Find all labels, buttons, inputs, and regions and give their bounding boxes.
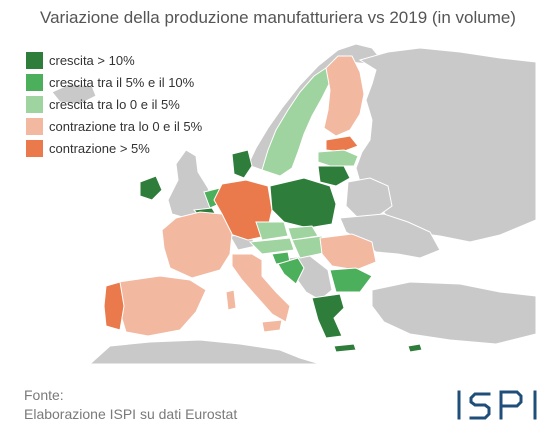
finland: [323, 55, 365, 137]
legend-swatch: [26, 51, 43, 69]
legend-swatch: [26, 139, 43, 157]
legend-label: crescita > 10%: [49, 52, 135, 68]
czechia: [255, 221, 289, 241]
lithuania: [317, 165, 351, 187]
ispi-logo: [455, 388, 545, 422]
sicily: [261, 319, 283, 333]
belarus: [345, 177, 393, 219]
legend-item-crescita-gt-10: crescita > 10%: [26, 50, 202, 70]
legend-label: crescita tra il 5% e il 10%: [49, 74, 195, 90]
source-note: Fonte: Elaborazione ISPI su dati Eurosta…: [24, 386, 237, 424]
legend-label: crescita tra lo 0 e il 5%: [49, 96, 180, 112]
africa: [89, 339, 321, 364]
greece: [311, 293, 345, 339]
croatia: [277, 257, 305, 285]
sardinia: [225, 289, 237, 311]
iceland: [51, 83, 97, 105]
latvia: [317, 149, 359, 167]
austria: [248, 237, 295, 255]
portugal: [103, 281, 125, 331]
europe-map: [22, 38, 536, 364]
italy: [231, 253, 291, 323]
france: [161, 211, 233, 279]
legend-label: contrazione tra lo 0 e il 5%: [49, 118, 203, 134]
bulgaria: [329, 267, 373, 293]
map-legend: crescita > 10% crescita tra il 5% e il 1…: [26, 50, 202, 160]
ireland: [139, 175, 163, 201]
romania: [319, 233, 377, 271]
spain: [117, 275, 207, 337]
legend-swatch: [26, 117, 43, 135]
cyprus: [407, 343, 423, 353]
legend-item-crescita-0-5: crescita tra lo 0 e il 5%: [26, 94, 202, 114]
legend-swatch: [26, 95, 43, 113]
source-label: Fonte:: [24, 387, 64, 403]
legend-item-contrazione-0-5: contrazione tra lo 0 e il 5%: [26, 116, 202, 136]
poland: [269, 177, 337, 229]
legend-swatch: [26, 73, 43, 91]
crete: [333, 343, 357, 353]
slovakia: [287, 225, 319, 241]
legend-item-contrazione-gt-5: contrazione > 5%: [26, 138, 202, 158]
denmark: [231, 149, 253, 179]
legend-item-crescita-5-10: crescita tra il 5% e il 10%: [26, 72, 202, 92]
estonia: [325, 135, 359, 153]
source-detail: Elaborazione ISPI su dati Eurostat: [24, 406, 238, 422]
map-title: Variazione della produzione manufatturie…: [40, 8, 516, 27]
legend-label: contrazione > 5%: [49, 140, 150, 156]
turkey: [371, 281, 536, 345]
